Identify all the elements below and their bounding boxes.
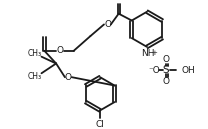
Text: CH₃: CH₃: [28, 49, 42, 58]
Text: S: S: [162, 65, 169, 75]
Text: +: +: [151, 50, 157, 56]
Text: O: O: [162, 55, 169, 64]
Text: ⁻O: ⁻O: [148, 66, 160, 75]
Text: CH₃: CH₃: [28, 72, 42, 81]
Text: NH: NH: [141, 49, 155, 58]
Text: O: O: [104, 20, 111, 29]
Text: OH: OH: [181, 66, 195, 75]
Text: O: O: [162, 77, 169, 86]
Text: O: O: [64, 73, 71, 82]
Text: O: O: [57, 46, 63, 55]
Text: Cl: Cl: [96, 120, 105, 129]
